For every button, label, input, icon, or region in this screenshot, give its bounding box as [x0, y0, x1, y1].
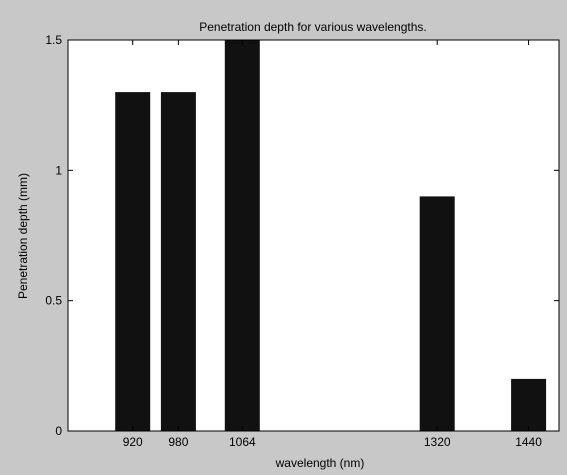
- bar-1440: [511, 378, 547, 431]
- x-tick-label: 980: [168, 435, 188, 449]
- bar-980: [160, 92, 196, 431]
- x-axis-label: wavelength (nm): [275, 456, 365, 470]
- y-axis-label: Penetration depth (mm): [16, 173, 30, 299]
- y-tick-label: 0.5: [45, 294, 62, 308]
- y-tick-label: 1: [55, 163, 62, 177]
- x-tick-label: 1440: [515, 435, 542, 449]
- x-tick-label: 1320: [424, 435, 451, 449]
- bar-1320: [419, 196, 455, 431]
- y-tick-label: 0: [55, 424, 62, 438]
- bar-920: [115, 92, 151, 431]
- plot-frame: [67, 39, 560, 432]
- bar-1064: [224, 40, 260, 431]
- chart-title: Penetration depth for various wavelength…: [199, 20, 426, 34]
- y-tick-label: 1.5: [45, 33, 62, 47]
- x-tick-label: 1064: [229, 435, 256, 449]
- x-tick-label: 920: [123, 435, 143, 449]
